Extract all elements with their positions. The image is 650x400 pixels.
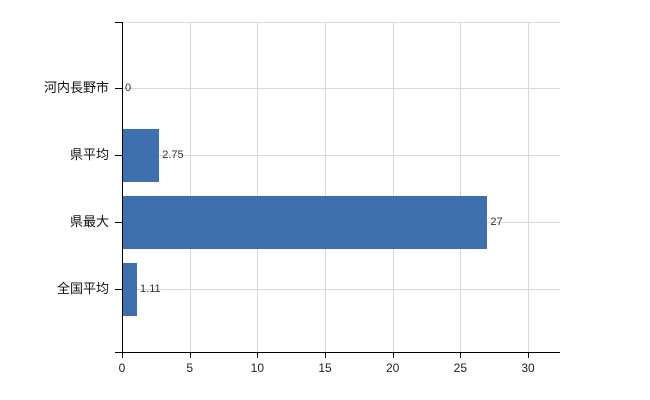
x-tick-mark — [257, 352, 259, 358]
gridline-vertical — [392, 22, 394, 352]
gridline-horizontal — [122, 22, 560, 23]
category-label: 河内長野市 — [43, 80, 109, 95]
value-label: 1.11 — [140, 283, 161, 295]
x-tick-mark — [122, 352, 123, 358]
y-axis-top-tick — [115, 22, 122, 23]
gridline-horizontal — [122, 289, 560, 290]
x-tick-mark — [189, 352, 191, 358]
gridline-vertical — [325, 22, 326, 352]
category-label: 県平均 — [69, 147, 109, 162]
x-tick-label: 30 — [521, 361, 535, 375]
bar — [123, 195, 488, 249]
x-tick-label: 0 — [118, 361, 126, 375]
gridline-vertical — [189, 22, 191, 352]
gridline-vertical — [257, 22, 259, 352]
x-tick-mark — [325, 352, 326, 358]
x-tick-label: 5 — [186, 361, 193, 375]
category-tick-mark — [115, 155, 122, 156]
x-tick-label: 20 — [385, 361, 400, 375]
x-tick-mark — [460, 352, 462, 358]
x-tick-mark — [528, 352, 529, 358]
bar — [123, 262, 138, 316]
gridline-vertical — [528, 22, 529, 352]
category-tick-mark — [115, 289, 122, 290]
x-axis — [115, 352, 560, 353]
x-tick-label: 15 — [318, 361, 332, 375]
gridline-horizontal — [122, 155, 560, 156]
bar — [123, 128, 160, 182]
value-label: 0 — [125, 82, 132, 94]
value-label: 2.75 — [162, 149, 184, 161]
category-tick-mark — [115, 222, 122, 223]
category-label: 全国平均 — [56, 281, 109, 296]
x-tick-label: 25 — [453, 361, 467, 375]
x-tick-label: 10 — [250, 361, 264, 375]
value-label: 27 — [490, 216, 503, 228]
category-label: 県最大 — [69, 214, 109, 229]
x-tick-mark — [392, 352, 394, 358]
y-axis — [122, 22, 123, 353]
gridline-vertical — [460, 22, 462, 352]
category-tick-mark — [115, 88, 122, 89]
gridline-horizontal — [122, 88, 560, 89]
